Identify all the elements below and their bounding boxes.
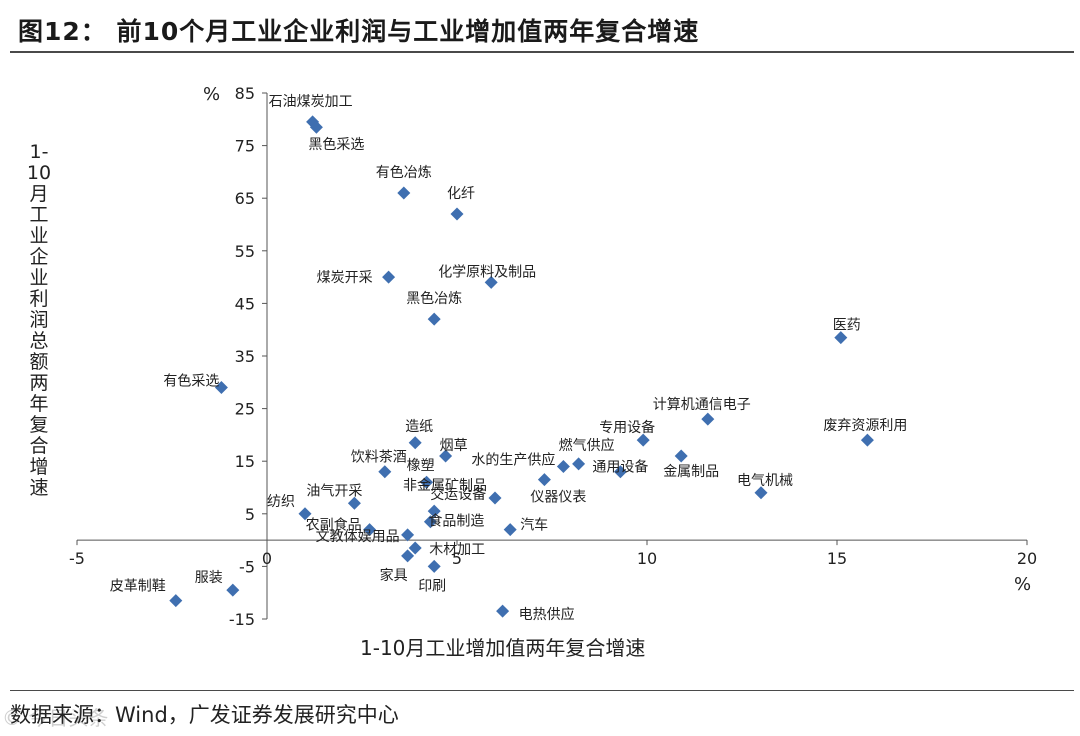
y-tick-label: 55	[235, 242, 255, 261]
point-label: 黑色冶炼	[406, 290, 462, 307]
point-label: 电气机械	[737, 473, 793, 489]
data-point	[834, 331, 848, 345]
y-tick-label: -5	[239, 557, 255, 576]
point-label: 计算机通信电子	[653, 397, 751, 413]
data-point	[298, 507, 312, 521]
point-label: 专用设备	[599, 419, 655, 436]
data-point	[503, 523, 517, 537]
data-point	[214, 381, 228, 395]
point-label: 化学原料及制品	[438, 264, 536, 280]
data-point	[169, 594, 183, 608]
point-label: 食品制造	[428, 513, 484, 530]
data-point	[408, 541, 422, 555]
point-label: 木材加工	[429, 542, 485, 558]
point-label: 非金属矿制品	[403, 478, 487, 494]
x-tick-label: 20	[1017, 549, 1037, 568]
data-point	[484, 275, 498, 289]
point-label: 通用设备	[592, 459, 648, 476]
x-tick-label: 0	[262, 549, 272, 568]
title-divider	[10, 51, 1074, 53]
x-tick-label: 10	[637, 549, 657, 568]
scatter-chart: -15 -5 5 15 25 35 45 55 65 75 85 -5 0 5 10 15 20 石油煤炭加工黑色…	[69, 84, 1037, 629]
chart-title: 图12： 前10个月工业企业利润与工业增加值两年复合增速	[18, 17, 700, 46]
y-tick-label: 75	[235, 137, 255, 156]
data-point	[613, 465, 627, 479]
point-label: 文教体娱用品	[316, 529, 400, 545]
x-tick-label: 15	[827, 549, 847, 568]
y-tick-label: 45	[235, 294, 255, 313]
data-point	[408, 436, 422, 450]
point-label: 化纤	[447, 186, 475, 202]
point-label: 金属制品	[663, 464, 719, 480]
data-point	[427, 504, 441, 518]
point-label: 造纸	[405, 419, 433, 435]
data-point	[439, 449, 453, 463]
data-point	[496, 604, 510, 618]
data-point	[537, 473, 551, 487]
y-tick-label: 65	[235, 189, 255, 208]
x-axis-unit: %	[1014, 574, 1032, 595]
y-tick-label: 15	[235, 452, 255, 471]
point-label: 纺织	[267, 494, 295, 510]
data-point	[420, 475, 434, 489]
y-tick-label: 5	[245, 505, 255, 524]
source-note: 数据来源：Wind，广发证券发展研究中心	[10, 703, 399, 727]
point-label: 煤炭开采	[317, 270, 373, 286]
data-point	[860, 433, 874, 447]
y-tick-label: 35	[235, 347, 255, 366]
y-tick-label: -15	[229, 610, 255, 629]
point-label: 废弃资源利用	[823, 418, 907, 434]
data-point	[427, 312, 441, 326]
data-point	[674, 449, 688, 463]
point-label: 皮革制鞋	[110, 579, 166, 595]
data-point	[401, 528, 415, 542]
data-point	[423, 515, 437, 529]
data-point	[309, 120, 323, 134]
point-label: 交运设备	[430, 486, 486, 503]
x-axis-title: 1-10月工业增加值两年复合增速	[360, 636, 646, 660]
header: 图12： 前10个月工业企业利润与工业增加值两年复合增速	[0, 0, 1080, 52]
x-tick-label: 5	[452, 549, 462, 568]
point-label: 饮料茶酒	[351, 450, 407, 466]
data-point	[636, 433, 650, 447]
point-label: 农副食品	[306, 517, 362, 534]
data-point	[363, 523, 377, 537]
point-label: 橡塑	[407, 458, 435, 474]
point-label: 家具	[380, 567, 408, 584]
data-point	[397, 186, 411, 200]
data-point	[701, 412, 715, 426]
point-label: 有色采选	[163, 373, 219, 390]
footer-divider	[10, 690, 1074, 691]
data-point	[556, 459, 570, 473]
point-label: 印刷	[418, 578, 446, 594]
point-label: 有色冶炼	[376, 164, 432, 181]
y-tick-label: 25	[235, 400, 255, 419]
data-point	[378, 465, 392, 479]
data-point	[382, 270, 396, 284]
x-tick-label: -5	[69, 549, 85, 568]
point-label: 石油煤炭加工	[269, 94, 353, 110]
data-point	[401, 549, 415, 563]
point-label: 汽车	[520, 517, 548, 534]
y-axis-title: 1-10月工业企业利润总额两年复合增速	[26, 141, 52, 499]
point-label: 电热供应	[519, 606, 575, 623]
point-label: 燃气供应	[559, 437, 615, 454]
point-label: 烟草	[440, 438, 468, 454]
data-point	[450, 207, 464, 221]
data-point	[488, 491, 502, 505]
y-axis-unit: %	[203, 84, 221, 105]
y-tick-label: 85	[235, 84, 255, 103]
point-label: 油气开采	[306, 483, 362, 499]
data-point	[226, 583, 240, 597]
point-label: 仪器仪表	[530, 490, 586, 506]
point-label: 服装	[195, 570, 223, 586]
data-point	[572, 457, 586, 471]
point-label: 医药	[833, 318, 861, 334]
data-point	[754, 486, 768, 500]
watermark: © 今日头条	[2, 706, 109, 730]
data-point	[427, 559, 441, 573]
point-label: 水的生产供应	[471, 451, 555, 468]
point-label: 黑色采选	[308, 136, 364, 153]
data-point	[347, 496, 361, 510]
